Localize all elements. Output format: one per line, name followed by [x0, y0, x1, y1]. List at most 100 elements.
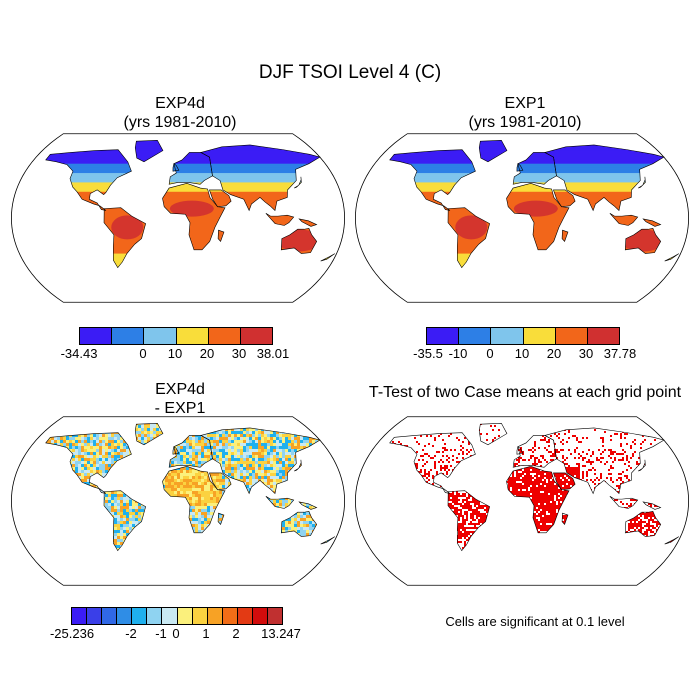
colorbar-diff-label: 13.247	[261, 626, 301, 641]
temperature-band	[389, 161, 679, 165]
colorbar-diff-label: -2	[125, 626, 137, 641]
temperature-band	[389, 214, 679, 217]
figure-title: DJF TSOI Level 4 (C)	[258, 62, 442, 83]
colorbar-exp4d-label: -34.43	[60, 346, 98, 361]
temperature-band	[350, 269, 694, 271]
temperature-band	[389, 266, 679, 268]
coastline-australia	[624, 510, 662, 537]
temperature-band	[45, 161, 335, 165]
map-border	[10, 416, 346, 586]
temperature-band	[45, 146, 335, 150]
colorbar-swatch	[240, 328, 273, 344]
coastline-australia	[624, 227, 662, 254]
temperature-band	[45, 214, 335, 217]
temperature-band	[45, 225, 335, 228]
temperature-band	[45, 229, 335, 232]
temperature-band	[45, 259, 335, 262]
temperature-band	[45, 140, 335, 142]
temperature-band	[389, 163, 679, 167]
temperature-band	[45, 188, 335, 191]
coastline-australia	[280, 227, 318, 254]
colorbar-exp4d	[79, 327, 273, 345]
temperature-band	[45, 143, 335, 146]
temperature-band	[45, 169, 335, 172]
colorbar-swatch	[192, 608, 208, 624]
temperature-band	[389, 184, 679, 187]
temperature-band	[389, 167, 679, 170]
temperature-band	[45, 178, 335, 182]
temperature-band	[389, 174, 679, 178]
colorbar-swatch	[427, 328, 460, 344]
temperature-band	[45, 262, 335, 266]
temperature-band	[45, 191, 335, 195]
coastline-madagascar	[217, 229, 225, 242]
land-fill	[389, 423, 679, 551]
coastline-uk	[516, 163, 524, 172]
temperature-band	[45, 152, 335, 155]
temperature-band	[389, 154, 679, 157]
temperature-band	[45, 182, 335, 185]
temperature-band	[45, 199, 335, 202]
coastline-madagascar	[561, 229, 569, 242]
coastline-newguinea	[642, 501, 662, 510]
temperature-band	[45, 173, 335, 176]
temperature-band	[45, 197, 335, 200]
temperature-band	[389, 253, 679, 257]
temperature-band	[45, 219, 335, 223]
temperature-band	[45, 156, 335, 159]
temperature-band	[389, 165, 679, 169]
temperature-band	[45, 255, 335, 258]
temperature-band	[389, 264, 679, 268]
coastline-uk	[172, 446, 180, 455]
colorbar-exp1	[426, 327, 620, 345]
temperature-band	[45, 232, 335, 236]
temperature-band	[389, 159, 679, 163]
coastline-namerica	[45, 149, 132, 211]
map-border	[10, 133, 346, 303]
temperature-band	[45, 184, 335, 187]
panel-title-line2: - EXP1	[154, 400, 206, 417]
temperature-band	[45, 171, 335, 174]
colorbar-swatch	[112, 328, 145, 344]
coastline-indonesia	[609, 213, 639, 226]
coastline-nz	[664, 536, 680, 545]
temperature-band	[389, 182, 679, 185]
temperature-band	[389, 173, 679, 176]
temperature-band	[389, 156, 679, 159]
colorbar-exp1-label: 30	[578, 346, 594, 361]
colorbar-swatch	[587, 328, 620, 344]
colorbar-swatch	[80, 328, 113, 344]
coastline-nz	[320, 536, 336, 545]
land-fill	[45, 423, 335, 551]
coastline-indonesia	[609, 496, 639, 509]
coastline-asia	[544, 144, 665, 212]
temperature-band	[389, 146, 679, 150]
colorbar-swatch	[72, 608, 88, 624]
colorbar-swatch	[222, 608, 238, 624]
colorbar-swatch	[176, 328, 209, 344]
coastline-indonesia	[265, 213, 295, 226]
temperature-band	[350, 270, 694, 272]
colorbar-swatch	[491, 328, 524, 344]
land-fill	[350, 140, 694, 272]
temperature-band	[45, 141, 335, 144]
temperature-band	[389, 178, 679, 182]
temperature-band	[389, 232, 679, 236]
coastline-newguinea	[642, 218, 662, 227]
temperature-band	[45, 221, 335, 225]
temperature-band	[389, 227, 679, 230]
hot-region	[620, 229, 665, 252]
temperature-band	[45, 158, 335, 161]
colorbar-diff-label: 1	[202, 626, 210, 641]
temperature-band	[6, 270, 350, 272]
hot-region	[111, 215, 144, 240]
coastline-namerica	[389, 149, 476, 211]
temperature-band	[389, 148, 679, 152]
coastline-asia	[544, 427, 665, 495]
coastline-newguinea	[298, 218, 318, 227]
colorbar-exp1-label: 20	[546, 346, 562, 361]
temperature-band	[45, 167, 335, 170]
hot-region	[513, 200, 558, 217]
temperature-band	[389, 193, 679, 197]
temperature-band	[45, 193, 335, 197]
